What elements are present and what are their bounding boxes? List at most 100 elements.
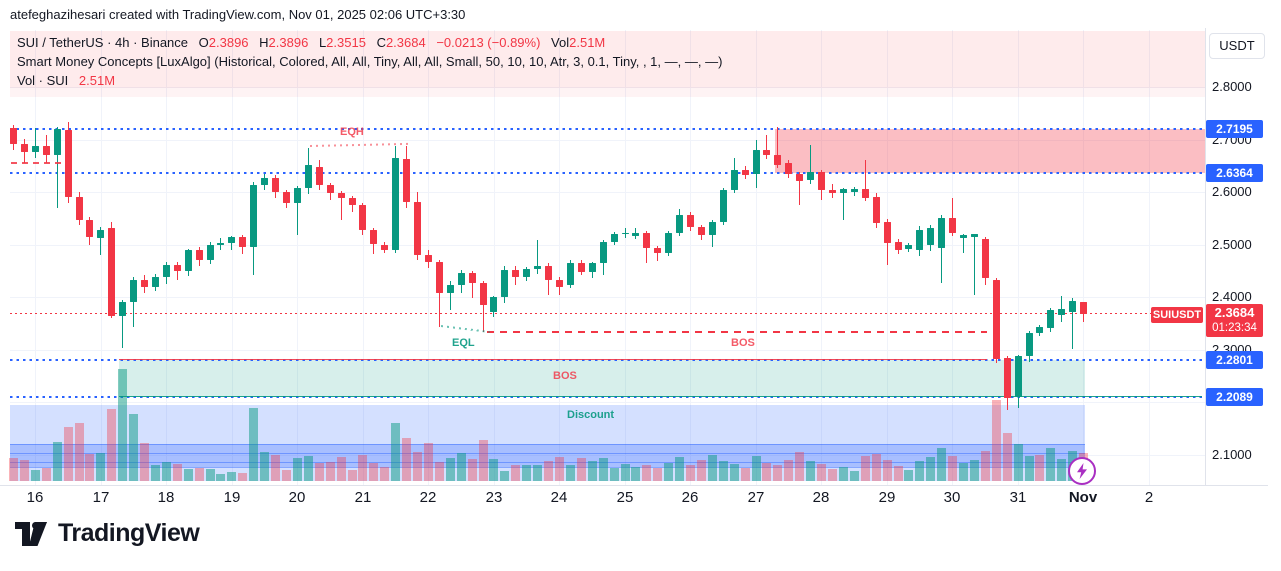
eqh-label: EQH [340, 126, 364, 138]
candle-wick [482, 280, 484, 333]
volume-bar [205, 469, 215, 481]
candle-up [250, 185, 258, 248]
candle-down [479, 282, 487, 305]
chart-legend[interactable]: SUI / TetherUS · 4h · Binance O2.3896 H2… [17, 33, 722, 90]
volume-bar [347, 470, 357, 481]
candle-down [774, 155, 782, 166]
candle-up [708, 221, 716, 236]
legend-symbol-row[interactable]: SUI / TetherUS · 4h · Binance O2.3896 H2… [17, 33, 722, 52]
candle-down [861, 188, 869, 198]
volume-bar [893, 466, 903, 481]
candle-down [86, 219, 94, 238]
candle-down [872, 196, 880, 223]
volume-bar [969, 460, 979, 481]
equilibrium-band [10, 444, 1085, 467]
volume-bar [129, 414, 139, 481]
candle-down [1003, 358, 1011, 398]
symbol-title: SUI / TetherUS · 4h · Binance [17, 35, 189, 50]
candle-up [1025, 333, 1033, 357]
tradingview-logo-text: TradingView [58, 519, 200, 547]
time-tick-label: 16 [26, 489, 44, 506]
volume-bar [511, 465, 521, 481]
legend-volume-row[interactable]: Vol · SUI 2.51M [17, 71, 722, 90]
time-tick-label: 27 [747, 489, 765, 506]
legend-highlight-box [10, 31, 1205, 88]
candle-down [763, 150, 771, 156]
volume-value: 2.51M [569, 35, 606, 50]
gridline-horizontal [10, 192, 1205, 193]
tradingview-logo[interactable]: TradingView [14, 519, 200, 548]
gridline-horizontal [10, 402, 1205, 403]
candle-wick [449, 281, 451, 311]
candle-down [337, 193, 345, 199]
volume-bar [707, 455, 717, 481]
candle-wick [777, 126, 779, 169]
candle-up [566, 262, 574, 285]
candle-up [1036, 326, 1044, 334]
volume-bar [773, 465, 783, 481]
time-tick-label: 31 [1009, 489, 1027, 506]
candle-wick [56, 126, 58, 208]
candle-down [981, 238, 989, 279]
time-axis[interactable] [0, 486, 1268, 508]
high-label: H [259, 35, 269, 50]
candle-up [916, 229, 924, 250]
volume-bar [980, 451, 990, 481]
time-axis-separator [0, 485, 1268, 486]
candle-down [359, 204, 367, 230]
gridline-vertical [232, 30, 233, 485]
volume-bar [249, 408, 259, 481]
candle-up [206, 245, 214, 260]
price-level-line-2.2089 [119, 396, 1202, 398]
candle-wick [963, 234, 965, 253]
volume-bar [533, 465, 543, 481]
boost-button[interactable] [1068, 457, 1096, 485]
volume-bar [467, 459, 477, 481]
volume-bar [675, 457, 685, 481]
tradingview-logo-icon [15, 521, 47, 546]
gridline-vertical [494, 30, 495, 485]
volume-bar [30, 470, 40, 481]
volume-bar [271, 455, 281, 481]
time-tick-label: 17 [92, 489, 110, 506]
volume-bar [718, 461, 728, 481]
legend-indicator-row[interactable]: Smart Money Concepts [LuxAlgo] (Historic… [17, 52, 722, 71]
candle-up [938, 218, 946, 249]
current-price-value: 2.3684 [1214, 305, 1255, 320]
candle-countdown: 01:23:34 [1212, 322, 1257, 334]
candle-up [665, 232, 673, 253]
equilibrium-band-line [10, 467, 1085, 468]
candle-down [272, 177, 280, 192]
candle-wick [34, 128, 36, 158]
volume-bar [1057, 459, 1067, 481]
candle-up [162, 264, 170, 278]
candle-down [315, 166, 323, 186]
legend-highlight-strip [10, 88, 1205, 97]
volume-bar [500, 471, 510, 481]
candle-up [130, 279, 138, 302]
candle-up [217, 242, 225, 246]
candle-down [348, 198, 356, 205]
gridline-vertical [101, 30, 102, 485]
supply-zone [775, 129, 1205, 173]
price-level-line-2.3684 [10, 312, 1205, 315]
volume-bar [150, 465, 160, 481]
equilibrium-band-line [10, 462, 1085, 463]
price-axis[interactable] [1205, 57, 1281, 485]
volume-bar [838, 467, 848, 481]
candle-down [785, 163, 793, 175]
candle-up [151, 277, 159, 288]
level-badge: 2.7195 [1206, 120, 1263, 139]
candle-wick [296, 185, 298, 236]
currency-unit-button[interactable]: USDT [1209, 33, 1265, 59]
time-tick-label: 24 [550, 489, 568, 506]
volume-bar [303, 456, 313, 481]
volume-bar [991, 400, 1001, 481]
low-value: 2.3515 [326, 35, 366, 50]
volume-bar [107, 409, 117, 481]
candle-wick [133, 277, 135, 327]
volume-bar [456, 453, 466, 481]
candle-up [119, 301, 127, 316]
volume-bar [9, 458, 18, 481]
